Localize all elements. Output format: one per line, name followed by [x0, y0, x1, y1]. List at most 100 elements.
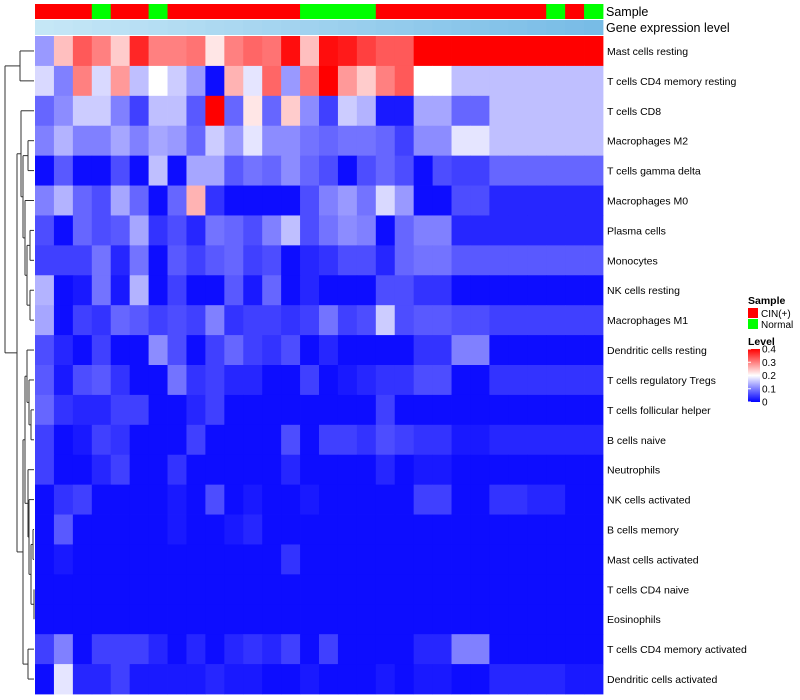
heatmap-cell	[167, 394, 187, 426]
heatmap-cell	[281, 574, 301, 605]
heatmap-cell	[224, 155, 244, 186]
heatmap-cell	[91, 305, 112, 336]
heatmap-cell	[527, 454, 547, 486]
heatmap-cell	[451, 125, 471, 157]
heatmap-cell	[356, 95, 377, 127]
heatmap-cell	[432, 634, 452, 665]
heatmap-cell	[413, 664, 433, 695]
heatmap-cell	[394, 574, 415, 605]
heatmap-cell	[356, 65, 377, 97]
heatmap-cell	[394, 394, 415, 426]
heatmap-cell	[356, 125, 377, 157]
heatmap-cell	[35, 335, 55, 366]
heatmap-cell	[243, 95, 263, 127]
heatmap-cell	[91, 514, 112, 545]
heatmap-cell	[565, 95, 585, 127]
heatmap-cell	[167, 215, 187, 246]
heatmap-cell	[394, 484, 415, 515]
heatmap-cell	[584, 664, 604, 695]
heatmap-cell	[546, 155, 566, 186]
annotation-cell	[508, 20, 528, 35]
heatmap-cell	[186, 36, 206, 67]
heatmap-cell	[375, 335, 396, 366]
annotation-cell	[546, 4, 566, 19]
heatmap-cell	[110, 544, 131, 575]
heatmap-cell	[243, 305, 263, 336]
annotation-cell	[546, 20, 566, 35]
heatmap-cell	[565, 185, 585, 216]
heatmap-cell	[337, 574, 358, 605]
annotation-cell	[53, 4, 74, 19]
heatmap-cell	[489, 424, 509, 456]
heatmap-cell	[300, 65, 320, 97]
heatmap-cell	[319, 245, 339, 276]
heatmap-cell	[546, 275, 566, 306]
heatmap-cell	[243, 424, 263, 456]
heatmap-cell	[91, 424, 112, 456]
annotation-cell	[300, 20, 320, 35]
heatmap-cell	[584, 365, 604, 396]
sample-legend-swatch-normal	[748, 319, 758, 329]
heatmap-cell	[470, 544, 490, 575]
annotation-cell	[72, 4, 93, 19]
heatmap-cell	[546, 394, 566, 426]
heatmap-cell	[432, 664, 452, 695]
heatmap-cell	[281, 365, 301, 396]
heatmap-cell	[375, 484, 396, 515]
heatmap-cell	[281, 514, 301, 545]
heatmap-cell	[35, 484, 55, 515]
annotation-cell	[205, 4, 225, 19]
heatmap-cell	[129, 275, 149, 306]
annotation-cell	[394, 4, 415, 19]
heatmap-cell	[110, 185, 131, 216]
heatmap-cell	[489, 125, 509, 157]
level-tick-label: 0.4	[762, 345, 776, 356]
heatmap-cell	[35, 574, 55, 605]
heatmap-cell	[243, 484, 263, 515]
heatmap-cell	[319, 335, 339, 366]
heatmap-cell	[35, 185, 55, 216]
heatmap-cell	[413, 125, 433, 157]
row-label: T cells CD8	[607, 106, 661, 118]
heatmap-cell	[451, 634, 471, 665]
heatmap-cell	[167, 36, 187, 67]
heatmap-cell	[186, 365, 206, 396]
heatmap-cell	[53, 634, 74, 665]
heatmap-cell	[167, 95, 187, 127]
level-tick-label: 0.3	[762, 358, 776, 369]
heatmap-cell	[110, 36, 131, 67]
heatmap-cell	[432, 95, 452, 127]
annotation-cell	[337, 20, 358, 35]
heatmap-cell	[148, 95, 168, 127]
heatmap-cell	[413, 514, 433, 545]
sample-legend-title: Sample	[748, 295, 786, 307]
heatmap-cell	[413, 65, 433, 97]
row-label: NK cells activated	[607, 495, 691, 507]
heatmap-cell	[565, 215, 585, 246]
heatmap-cell	[72, 275, 93, 306]
heatmap-cell	[375, 394, 396, 426]
heatmap-cell	[53, 335, 74, 366]
heatmap-cell	[527, 514, 547, 545]
sample-legend-label-cin: CIN(+)	[761, 309, 791, 320]
heatmap-cell	[394, 275, 415, 306]
heatmap-cell	[186, 275, 206, 306]
heatmap-cell	[356, 634, 377, 665]
heatmap-cell	[91, 664, 112, 695]
heatmap-cell	[413, 454, 433, 486]
heatmap-cell	[432, 36, 452, 67]
annotation-cell	[584, 4, 604, 19]
heatmap-cell	[148, 305, 168, 336]
heatmap-cell	[243, 275, 263, 306]
heatmap-cell	[489, 604, 509, 635]
heatmap-cell	[527, 245, 547, 276]
sample-legend: Sample CIN(+) Normal	[748, 295, 793, 331]
heatmap-cell	[356, 215, 377, 246]
heatmap-cell	[546, 215, 566, 246]
heatmap-cell	[186, 185, 206, 216]
heatmap-cell	[470, 604, 490, 635]
heatmap-cell	[527, 664, 547, 695]
heatmap-cell	[470, 275, 490, 306]
annotation-cell	[300, 4, 320, 19]
